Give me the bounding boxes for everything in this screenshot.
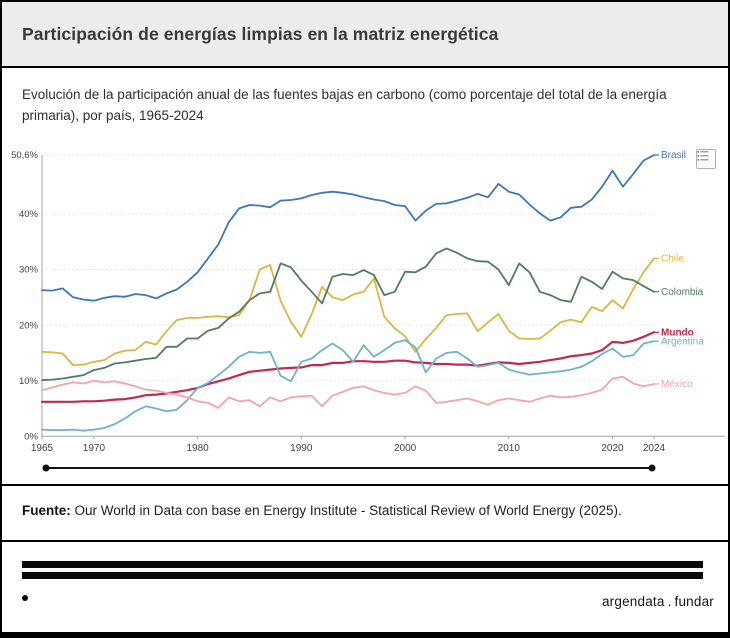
chart-subtitle: Evolución de la participación anual de l…: [22, 87, 667, 123]
brand-section: argendata. fundar: [2, 540, 728, 626]
x-tick-label: 2024: [643, 443, 666, 454]
brand-bar-top: [22, 561, 703, 568]
x-tick-label: 1990: [290, 443, 313, 454]
series-line-Colombia: [41, 247, 655, 382]
y-tick-label: 10%: [19, 376, 39, 387]
x-tick-label: 1965: [31, 443, 54, 454]
brand-left: argendata: [601, 594, 665, 609]
source-label: Fuente:: [22, 503, 71, 518]
legend-label-Colombia[interactable]: Colombia: [661, 287, 704, 298]
chart-svg: 0% 10% 20% 30% 40% 50,6% 1965 1970 1980 1990 2000 2…: [11, 150, 725, 472]
brand-separator: .: [667, 594, 672, 609]
y-tick-label: 40%: [19, 209, 39, 220]
y-tick-label: 50,6%: [11, 150, 38, 161]
series-line-Chile: [41, 257, 655, 367]
legend-label-Argentina[interactable]: Argentina: [661, 336, 704, 347]
chart-region: 0% 10% 20% 30% 40% 50,6% 1965 1970 1980 1990 2000 2…: [2, 138, 728, 484]
source-text: Our World in Data con base en Energy Ins…: [70, 503, 622, 518]
y-tick-label: 20%: [19, 320, 39, 331]
series-line-Argentina: [41, 339, 655, 432]
timeline-slider[interactable]: [42, 464, 656, 472]
brand-dot: [22, 595, 28, 601]
series-line-Mundo: [40, 331, 656, 403]
legend-label-Chile[interactable]: Chile: [661, 254, 684, 265]
legend-label-Brasil[interactable]: Brasil: [661, 150, 686, 161]
x-tick-label: 1980: [186, 443, 209, 454]
source-section: Fuente: Our World in Data con base en En…: [2, 484, 728, 540]
brand-logo: argendata. fundar: [602, 594, 714, 609]
x-tick-label: 2010: [498, 443, 521, 454]
y-tick-label: 0%: [24, 432, 38, 443]
timeline-handle-start[interactable]: [42, 464, 50, 472]
x-tick-label: 1970: [83, 443, 106, 454]
page-title: Participación de energías limpias en la …: [22, 23, 499, 44]
brand-right: fundar: [674, 594, 714, 609]
x-tick-label: 2000: [394, 443, 417, 454]
y-tick-label: 30%: [19, 265, 39, 276]
x-tick-label: 2020: [601, 443, 624, 454]
series-line-México: [41, 375, 655, 409]
header: Participación de energías limpias en la …: [2, 2, 728, 68]
data-list-icon[interactable]: [696, 149, 716, 169]
timeline-handle-end[interactable]: [648, 464, 656, 472]
legend-label-México[interactable]: México: [661, 379, 693, 390]
legend-label-Mundo[interactable]: Mundo: [661, 328, 694, 339]
series-line-Brasil: [41, 154, 655, 302]
brand-bar-bottom: [22, 572, 703, 579]
